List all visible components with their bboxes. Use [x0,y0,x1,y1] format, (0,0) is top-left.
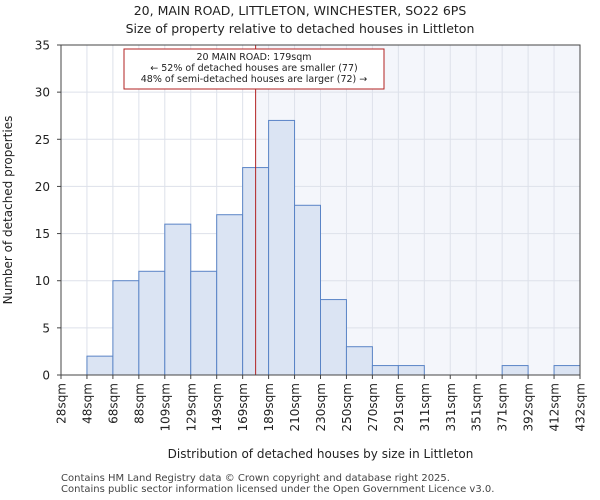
annotation-box: 20 MAIN ROAD: 179sqm ← 52% of detached h… [123,48,385,90]
x-tick-label: 129sqm [184,383,198,431]
x-tick-label: 169sqm [236,383,250,431]
x-tick-label: 331sqm [444,383,458,431]
annotation-line1: 20 MAIN ROAD: 179sqm [196,52,311,63]
x-tick-label: 109sqm [158,383,172,431]
x-tick-label: 230sqm [314,383,328,431]
footer-line1: Contains HM Land Registry data © Crown c… [61,473,450,484]
bar [320,299,347,376]
x-tick-label: 28sqm [55,383,69,424]
bar [112,280,140,376]
chart-title-line1: 20, MAIN ROAD, LITTLETON, WINCHESTER, SO… [133,3,467,18]
y-axis-label: Number of detached properties [1,116,15,305]
x-tick-label: 48sqm [80,383,94,424]
bar [397,365,425,376]
bar [86,355,114,376]
y-tick-label: 30 [35,86,50,100]
x-tick-label: 412sqm [548,383,562,431]
annotation-line2: ← 52% of detached houses are smaller (77… [150,63,357,74]
bar [268,119,296,376]
y-tick-label: 20 [35,180,50,194]
x-axis-ticks: 28sqm 48sqm 68sqm 88sqm 109sqm 129sqm 149sqm 16… [55,375,588,431]
x-tick-label: 432sqm [574,383,588,431]
bar [294,204,321,376]
y-axis-ticks: 0 5 10 15 20 25 30 35 [35,39,61,383]
y-tick-label: 35 [35,39,50,53]
x-tick-label: 270sqm [366,383,380,431]
x-tick-label: 68sqm [106,383,120,424]
bar [138,270,166,376]
y-tick-label: 10 [35,274,50,288]
x-tick-label: 351sqm [470,383,484,431]
y-tick-label: 5 [42,321,50,335]
bar [371,365,399,376]
x-axis-label: Distribution of detached houses by size … [168,447,474,461]
x-tick-label: 189sqm [262,383,276,431]
bar [216,214,244,376]
x-tick-label: 88sqm [132,383,146,424]
y-tick-label: 0 [42,369,50,383]
y-tick-label: 15 [35,227,50,241]
x-tick-label: 210sqm [288,383,302,431]
x-tick-label: 311sqm [418,383,432,431]
annotation-line3: 48% of semi-detached houses are larger (… [141,74,368,85]
bar [190,270,218,376]
y-tick-label: 25 [35,133,50,147]
bar [345,346,373,376]
x-tick-label: 371sqm [496,383,510,431]
bar [553,365,581,376]
bar [164,223,192,376]
footer-line2: Contains public sector information licen… [61,484,495,495]
x-tick-label: 291sqm [392,383,406,431]
x-tick-label: 250sqm [340,383,354,431]
x-tick-label: 392sqm [522,383,536,431]
x-tick-label: 149sqm [210,383,224,431]
chart-title-line2: Size of property relative to detached ho… [125,21,475,36]
bar [501,365,529,376]
